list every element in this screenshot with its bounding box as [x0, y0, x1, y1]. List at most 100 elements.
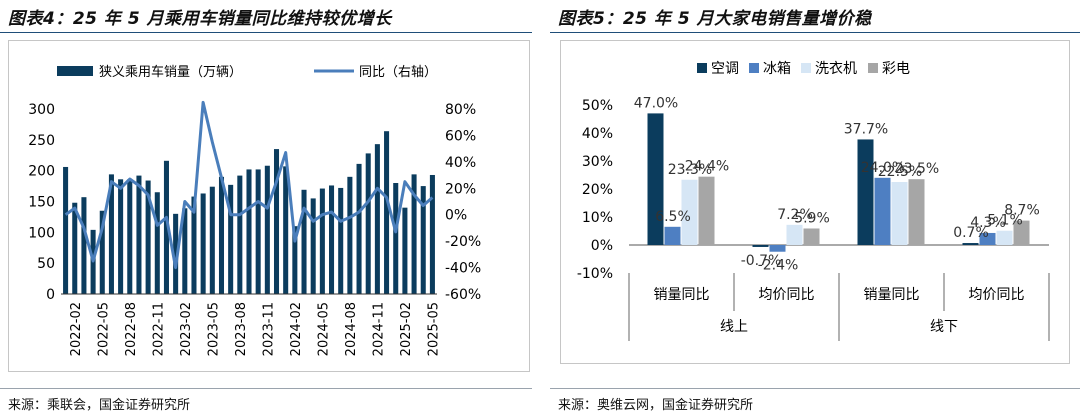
sales-bar: [118, 179, 124, 294]
data-label: 5.9%: [794, 210, 830, 226]
legend-label: 洗衣机: [815, 61, 857, 77]
right-y-tick: 40%: [445, 155, 476, 171]
sales-bar: [402, 207, 408, 294]
left-figure-title: 图表4：25 年 5 月乘用车销量同比维持较优增长: [8, 9, 392, 29]
sales-bar: [72, 202, 78, 294]
data-label: 22.5%: [878, 164, 922, 180]
left-y-tick: 200: [28, 164, 55, 180]
data-label: 5.1%: [987, 213, 1023, 229]
sales-bar: [127, 179, 133, 294]
sales-bar: [154, 192, 160, 294]
left-source: 来源：乘联会，国金证券研究所: [8, 398, 191, 413]
left-y-tick: 150: [28, 195, 55, 211]
sales-bar: [356, 163, 362, 294]
yoy-line: [64, 100, 434, 270]
right-y-tick: 0%: [591, 238, 613, 254]
right-legend: 空调 冰箱 洗衣机 彩电: [697, 61, 910, 77]
legend-swatch: [868, 63, 878, 73]
left-x-tick: 2023-11: [261, 302, 276, 356]
appliance-bar: [1013, 220, 1030, 245]
left-y-axis: 0 50 100 150 200 250 300: [28, 102, 55, 303]
left-y-tick: 0: [46, 287, 55, 303]
right-title-rule: [550, 32, 1080, 33]
data-label: 4.3%: [970, 215, 1006, 231]
sales-bar: [429, 174, 435, 294]
right-source: 来源：奥维云网，国金证券研究所: [558, 398, 754, 413]
left-y-tick: 50: [37, 256, 55, 272]
sales-bar: [191, 196, 197, 294]
legend-label-sales: 狭义乘用车销量（万辆）: [99, 64, 242, 80]
appliance-bar: [786, 224, 803, 245]
data-label: 7.2%: [777, 207, 813, 223]
data-label: 6.5%: [655, 209, 691, 225]
legend-label: 冰箱: [763, 61, 791, 77]
group-label: 销量同比: [654, 287, 710, 303]
sales-bar: [329, 185, 335, 294]
sales-bar: [384, 131, 390, 294]
channel-label: 线上: [720, 319, 748, 335]
sales-bar: [365, 153, 371, 294]
left-y-tick: 300: [28, 102, 55, 118]
sales-bar: [182, 208, 188, 294]
appliance-bar: [769, 245, 786, 252]
appliance-bar: [681, 179, 698, 245]
sales-bar: [319, 188, 325, 294]
right-y-tick: 20%: [445, 181, 476, 197]
sales-bar: [237, 175, 243, 294]
legend-label: 空调: [711, 61, 739, 77]
appliance-bar: [996, 230, 1013, 245]
right-y-tick: 60%: [445, 128, 476, 144]
appliance-bar: [874, 177, 891, 245]
right-figure-title: 图表5：25 年 5 月大家电销售量增价稳: [558, 9, 872, 29]
left-y-tick: 100: [28, 225, 55, 241]
right-y-tick: 20%: [582, 182, 613, 198]
appliance-bar: [908, 179, 925, 245]
appliance-data-labels: 47.0% -0.7% 37.7% 0.7% 6.5% -2.4% 24.0% 4.3% 23.…: [634, 95, 1040, 273]
right-y-tick: 40%: [582, 126, 613, 142]
right-y-tick: -10%: [577, 266, 613, 282]
data-label: 24.4%: [685, 159, 729, 175]
left-legend: 狭义乘用车销量（万辆） 同比（右轴）: [57, 64, 437, 80]
group-label: 均价同比: [759, 287, 815, 303]
sales-bar: [283, 166, 289, 294]
appliance-bar: [857, 139, 874, 245]
legend-swatch: [697, 63, 707, 73]
left-x-tick: 2025-02: [399, 302, 414, 356]
sales-bar: [301, 189, 307, 294]
right-y-tick: 80%: [445, 102, 476, 118]
left-x-tick: 2024-05: [316, 302, 331, 356]
sales-bar: [209, 186, 215, 294]
sales-bars: [63, 131, 435, 294]
data-label: 47.0%: [634, 95, 678, 111]
right-y-tick: 30%: [582, 154, 613, 170]
right-y-tick: 0%: [445, 208, 467, 224]
sales-bar: [108, 174, 114, 294]
legend-swatch-sales: [57, 66, 93, 76]
data-label: 23.5%: [895, 161, 939, 177]
left-chart-panel: 狭义乘用车销量（万辆） 同比（右轴） 0 50 100 150 200 250 300 80…: [8, 40, 530, 372]
sales-bar: [338, 187, 344, 294]
sales-bar: [411, 174, 417, 294]
sales-bar: [255, 169, 261, 294]
sales-bar: [163, 160, 169, 294]
sales-bar: [292, 226, 298, 294]
right-y-axis: 80% 60% 40% 20% 0% -20% -40% -60%: [445, 102, 481, 303]
sales-bar: [374, 144, 380, 294]
left-chart-svg: 狭义乘用车销量（万辆） 同比（右轴） 0 50 100 150 200 250 300 80…: [28, 64, 481, 356]
right-chart-svg: 空调 冰箱 洗衣机 彩电 50% 40% 30% 20% 10% 0% -10% 47.0% -0.…: [577, 61, 1050, 341]
right-y-tick: -20%: [445, 234, 481, 250]
sales-bar: [145, 180, 151, 294]
data-label: -0.7%: [741, 253, 782, 269]
data-label: 0.7%: [953, 225, 989, 241]
left-x-tick: 2022-02: [69, 302, 84, 356]
left-bottom-rule: [0, 388, 532, 389]
sales-bar: [273, 149, 280, 294]
left-x-tick: 2023-02: [179, 302, 194, 356]
left-x-tick: 2022-11: [151, 302, 166, 356]
right-y-tick: 10%: [582, 210, 613, 226]
sales-bar: [393, 183, 399, 294]
legend-label: 彩电: [882, 61, 910, 77]
left-x-tick: 2024-02: [289, 302, 304, 356]
sales-bar: [63, 166, 69, 294]
